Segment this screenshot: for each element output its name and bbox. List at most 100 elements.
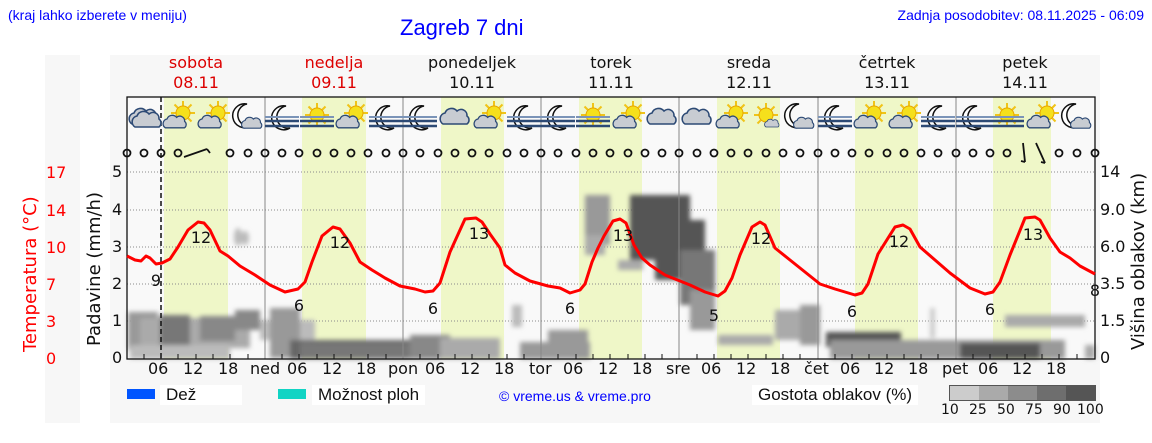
x-tick: 12 — [736, 359, 757, 378]
x-tick: 12 — [322, 359, 343, 378]
svg-text:12: 12 — [751, 229, 771, 248]
cloud-density-scale — [949, 385, 1096, 401]
x-tick: 12 — [874, 359, 895, 378]
cloud-height-tick: 6.0 — [1100, 237, 1126, 256]
cloud-density-tick: 75 — [1025, 402, 1043, 418]
cloud-density-tick: 90 — [1053, 402, 1071, 418]
temperature-line — [126, 215, 1096, 298]
x-tick: tor — [529, 359, 552, 378]
x-tick: 18 — [770, 359, 791, 378]
day-label-monday: ponedeljek 10.11 — [428, 53, 516, 92]
cloud-height-tick: 1.5 — [1100, 311, 1126, 330]
x-tick: 06 — [148, 359, 169, 378]
x-tick: čet — [804, 359, 829, 378]
temperature-labels: 9 12 6 12 6 13 6 13 5 12 6 12 6 13 8 — [151, 224, 1100, 325]
day-label-tuesday: torek 11.11 — [588, 53, 634, 92]
cloud-density-swatch-50 — [1008, 386, 1037, 400]
x-tick: 06 — [701, 359, 722, 378]
precip-tick: 1 — [112, 311, 123, 330]
x-tick: 06 — [287, 359, 308, 378]
x-tick: 12 — [598, 359, 619, 378]
cloud-density-tick: 100 — [1077, 402, 1104, 418]
x-tick: 06 — [978, 359, 999, 378]
rain-legend-swatch — [127, 389, 155, 399]
svg-text:6: 6 — [985, 300, 995, 319]
region-hint: (kraj lahko izberete v meniju) — [8, 7, 187, 23]
precipitation-axis-label: Padavine (mm/h) — [84, 192, 105, 346]
precip-tick: 2 — [112, 274, 123, 293]
day-label-wednesday: sreda 12.11 — [726, 53, 772, 92]
cloud-height-axis-label: Višina oblakov (km) — [1128, 172, 1149, 350]
svg-text:12: 12 — [330, 233, 350, 252]
day-label-thursday: četrtek 13.11 — [858, 53, 916, 92]
svg-text:6: 6 — [294, 296, 304, 315]
svg-text:6: 6 — [565, 299, 575, 318]
svg-text:6: 6 — [847, 302, 857, 321]
temp-tick: 3 — [46, 312, 57, 331]
cloud-density-swatch-25 — [979, 386, 1008, 400]
x-ticks — [143, 354, 1078, 359]
x-tick: ned — [250, 359, 281, 378]
svg-text:12: 12 — [191, 228, 211, 247]
cloud-density-swatch-10 — [950, 386, 979, 400]
cloud-density-swatch-75 — [1037, 386, 1066, 400]
cloud-height-tick: 14 — [1100, 162, 1121, 181]
svg-text:6: 6 — [428, 299, 438, 318]
svg-text:9: 9 — [151, 271, 161, 290]
showers-legend-swatch — [278, 389, 306, 399]
x-tick: 18 — [356, 359, 377, 378]
svg-text:5: 5 — [709, 306, 719, 325]
x-tick: 06 — [840, 359, 861, 378]
x-tick: 06 — [563, 359, 584, 378]
precip-tick: 0 — [112, 348, 123, 367]
cloud-density-legend-label: Gostota oblakov (%) — [752, 385, 919, 405]
temperature-axis-label: Temperatura (°C) — [20, 196, 41, 352]
showers-legend-label: Možnost ploh — [312, 385, 426, 405]
svg-text:13: 13 — [613, 226, 633, 245]
x-tick: pon — [388, 359, 419, 378]
day-label-sunday: nedelja 09.11 — [304, 53, 364, 92]
cloud-density-swatch-90 — [1066, 386, 1095, 400]
x-tick: 06 — [425, 359, 446, 378]
last-update: Zadnja posodobitev: 08.11.2025 - 06:09 — [897, 7, 1144, 23]
copyright-link[interactable]: © vreme.us & vreme.pro — [499, 388, 651, 404]
day-separators — [264, 97, 957, 359]
temp-tick: 7 — [46, 275, 57, 294]
page-title: Zagreb 7 dni — [400, 15, 524, 40]
x-tick: 18 — [908, 359, 929, 378]
x-tick: sre — [666, 359, 691, 378]
day-label-saturday: sobota 08.11 — [168, 53, 224, 92]
svg-text:13: 13 — [469, 224, 489, 243]
svg-text:8: 8 — [1090, 281, 1100, 300]
x-tick: pet — [942, 359, 969, 378]
cloud-density-tick: 10 — [941, 402, 959, 418]
temp-tick: 14 — [46, 201, 67, 220]
wind-indicators — [122, 148, 1100, 158]
precip-tick: 4 — [112, 200, 123, 219]
gridlines — [127, 171, 1095, 322]
temperature-axis-panel — [45, 55, 80, 423]
wind-barbs — [183, 142, 1046, 164]
cloud-density-layer — [128, 195, 1095, 359]
x-tick: 18 — [494, 359, 515, 378]
temp-tick: 10 — [46, 238, 67, 257]
cloud-density-tick: 50 — [997, 402, 1015, 418]
temp-tick: 17 — [46, 163, 67, 182]
rain-legend-label: Dež — [160, 385, 242, 405]
plot-frame — [126, 96, 1096, 360]
precip-tick: 3 — [112, 237, 123, 256]
svg-text:13: 13 — [1023, 225, 1043, 244]
cloud-density-tick: 25 — [969, 402, 987, 418]
cloud-height-tick: 3.5 — [1100, 274, 1126, 293]
precip-tick: 5 — [112, 162, 123, 181]
x-tick: 12 — [183, 359, 204, 378]
cloud-height-tick: 9.0 — [1100, 200, 1126, 219]
x-tick: 12 — [460, 359, 481, 378]
temp-tick: 0 — [46, 349, 57, 368]
day-label-friday: petek 14.11 — [1002, 53, 1048, 92]
svg-text:12: 12 — [889, 232, 909, 251]
cloud-height-tick: 0 — [1100, 348, 1111, 367]
x-tick: 12 — [1012, 359, 1033, 378]
x-tick: 18 — [218, 359, 239, 378]
